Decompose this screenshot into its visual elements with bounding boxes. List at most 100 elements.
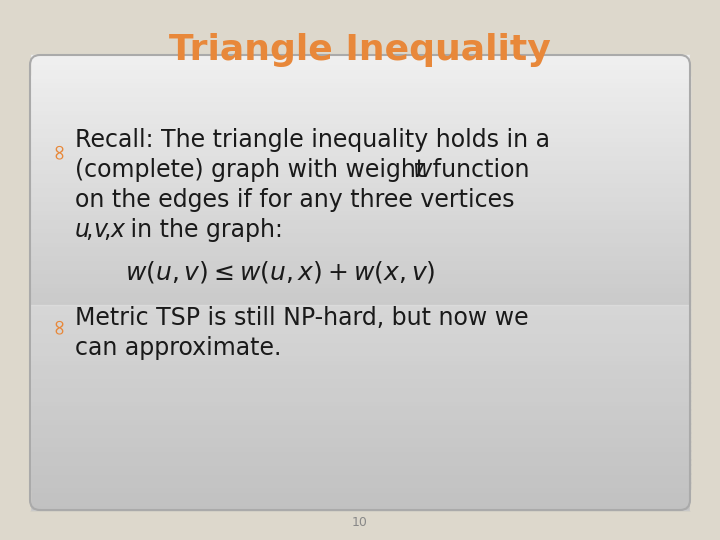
- Bar: [30, 109, 690, 114]
- Text: Metric TSP is still NP-hard, but now we: Metric TSP is still NP-hard, but now we: [75, 306, 528, 330]
- Bar: [30, 150, 690, 155]
- Bar: [30, 373, 690, 378]
- Bar: [30, 296, 690, 301]
- Bar: [30, 391, 690, 396]
- Text: ∞: ∞: [48, 316, 68, 334]
- Bar: [30, 423, 690, 428]
- Bar: [30, 418, 690, 423]
- Bar: [30, 154, 690, 160]
- Text: Recall: The triangle inequality holds in a: Recall: The triangle inequality holds in…: [75, 128, 550, 152]
- Bar: [30, 186, 690, 192]
- Bar: [30, 255, 690, 260]
- Bar: [30, 455, 690, 460]
- Text: on the edges if for any three vertices: on the edges if for any three vertices: [75, 188, 515, 212]
- Bar: [30, 268, 690, 273]
- Bar: [10, 55, 30, 75]
- Bar: [30, 113, 690, 119]
- Bar: [30, 96, 690, 100]
- Bar: [30, 309, 690, 314]
- Bar: [30, 469, 690, 474]
- Bar: [30, 86, 690, 91]
- Bar: [30, 209, 690, 214]
- Bar: [30, 501, 690, 505]
- Bar: [30, 491, 690, 496]
- Bar: [30, 132, 690, 137]
- Bar: [30, 205, 690, 210]
- Bar: [30, 118, 690, 123]
- Text: ,: ,: [103, 218, 110, 242]
- Bar: [30, 441, 690, 446]
- Bar: [30, 232, 690, 237]
- Bar: [30, 100, 690, 105]
- Bar: [30, 278, 690, 282]
- Bar: [30, 446, 690, 451]
- Bar: [30, 123, 690, 128]
- Bar: [30, 319, 690, 323]
- Bar: [30, 314, 690, 319]
- Bar: [30, 487, 690, 492]
- Bar: [30, 195, 690, 200]
- Bar: [30, 282, 690, 287]
- Bar: [30, 59, 690, 64]
- Bar: [30, 73, 690, 78]
- Bar: [30, 55, 690, 59]
- Bar: [30, 482, 690, 487]
- Bar: [30, 82, 690, 87]
- Bar: [30, 364, 690, 369]
- Bar: [30, 432, 690, 437]
- Bar: [30, 478, 690, 483]
- Bar: [30, 405, 690, 410]
- Bar: [10, 490, 30, 510]
- Bar: [30, 127, 690, 132]
- Bar: [30, 173, 690, 178]
- Bar: [30, 346, 690, 351]
- Bar: [30, 137, 690, 141]
- Bar: [30, 505, 690, 510]
- Bar: [30, 450, 690, 455]
- Bar: [30, 464, 690, 469]
- Bar: [30, 91, 690, 96]
- Bar: [30, 287, 690, 292]
- Bar: [690, 55, 710, 75]
- Bar: [30, 323, 690, 328]
- Bar: [690, 490, 710, 510]
- Bar: [30, 414, 690, 419]
- Text: ,: ,: [85, 218, 92, 242]
- Bar: [30, 273, 690, 278]
- Text: x: x: [111, 218, 125, 242]
- Text: u: u: [75, 218, 90, 242]
- Bar: [30, 64, 690, 69]
- Bar: [30, 246, 690, 251]
- Bar: [30, 141, 690, 146]
- Bar: [30, 332, 690, 337]
- Bar: [30, 200, 690, 205]
- Text: ∞: ∞: [48, 141, 68, 159]
- Bar: [30, 396, 690, 401]
- Bar: [30, 496, 690, 501]
- Bar: [30, 355, 690, 360]
- Text: in the graph:: in the graph:: [123, 218, 283, 242]
- Text: w: w: [413, 158, 433, 182]
- Bar: [30, 105, 690, 110]
- Bar: [30, 68, 690, 73]
- Text: Triangle Inequality: Triangle Inequality: [169, 33, 551, 67]
- Bar: [30, 473, 690, 478]
- Bar: [30, 350, 690, 355]
- Bar: [30, 460, 690, 464]
- Bar: [30, 182, 690, 187]
- Bar: [30, 291, 690, 296]
- Bar: [30, 214, 690, 219]
- Bar: [30, 177, 690, 183]
- Bar: [30, 336, 690, 342]
- Bar: [30, 237, 690, 241]
- Bar: [30, 327, 690, 333]
- Bar: [30, 77, 690, 82]
- Bar: [30, 428, 690, 433]
- Text: $w(u,v) \leq w(u,x) + w(x,v)$: $w(u,v) \leq w(u,x) + w(x,v)$: [125, 259, 435, 285]
- Text: can approximate.: can approximate.: [75, 336, 282, 360]
- Bar: [30, 400, 690, 406]
- Bar: [30, 159, 690, 164]
- Bar: [30, 259, 690, 264]
- Bar: [30, 300, 690, 305]
- Bar: [30, 341, 690, 346]
